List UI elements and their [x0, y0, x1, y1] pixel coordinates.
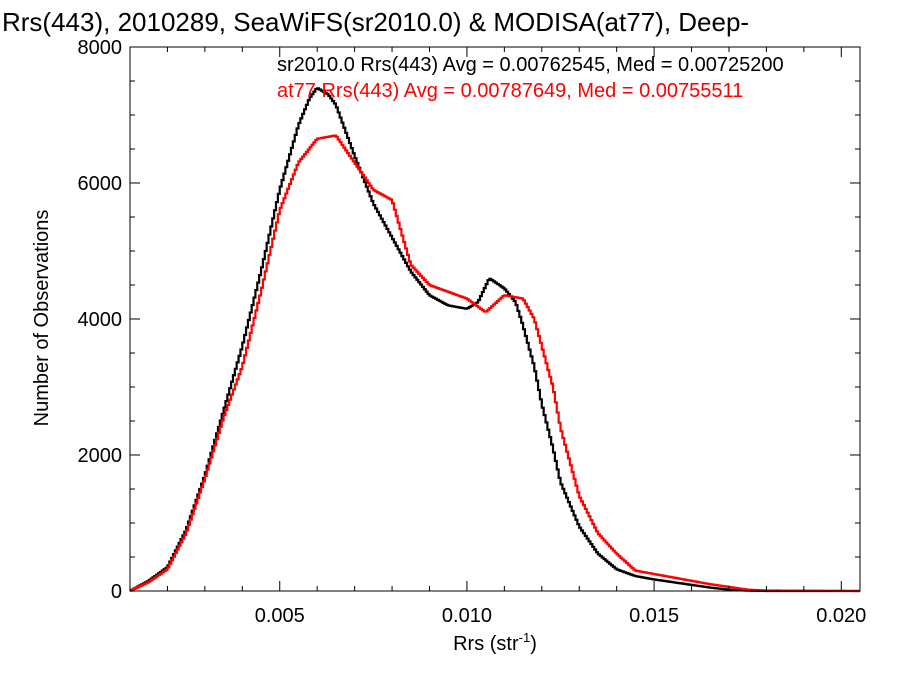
- y-tick-label: 8000: [78, 37, 123, 59]
- x-axis-label-main: Rrs (str: [453, 633, 519, 655]
- y-tick-label: 0: [111, 581, 122, 603]
- series-line-1: [130, 134, 860, 593]
- x-axis-label-superscript: -1: [519, 630, 531, 645]
- x-axis-label-close: ): [530, 633, 537, 655]
- y-tick-label: 4000: [78, 309, 123, 331]
- series-line-0: [130, 87, 860, 593]
- axis-ticks: 0.005 0.010 0.015 0.020 0 2000 4000 6000 8000: [78, 37, 867, 627]
- chart-title: Rrs(443), 2010289, SeaWiFS(sr2010.0) & M…: [2, 7, 749, 37]
- x-tick-label: 0.015: [629, 605, 679, 627]
- y-tick-label: 2000: [78, 445, 123, 467]
- plot-frame: [129, 46, 861, 592]
- y-tick-label: 6000: [78, 173, 123, 195]
- y-axis-label: Number of Observations: [31, 210, 53, 427]
- x-tick-label: 0.010: [442, 605, 492, 627]
- plot-area: [130, 87, 860, 593]
- x-tick-label: 0.020: [816, 605, 866, 627]
- x-axis-label: Rrs (str-1): [453, 630, 537, 655]
- legend-entry-sr2010: sr2010.0 Rrs(443) Avg = 0.00762545, Med …: [277, 54, 784, 76]
- legend-entry-at77: at77 Rrs(443) Avg = 0.00787649, Med = 0.…: [277, 80, 743, 102]
- x-tick-label: 0.005: [255, 605, 305, 627]
